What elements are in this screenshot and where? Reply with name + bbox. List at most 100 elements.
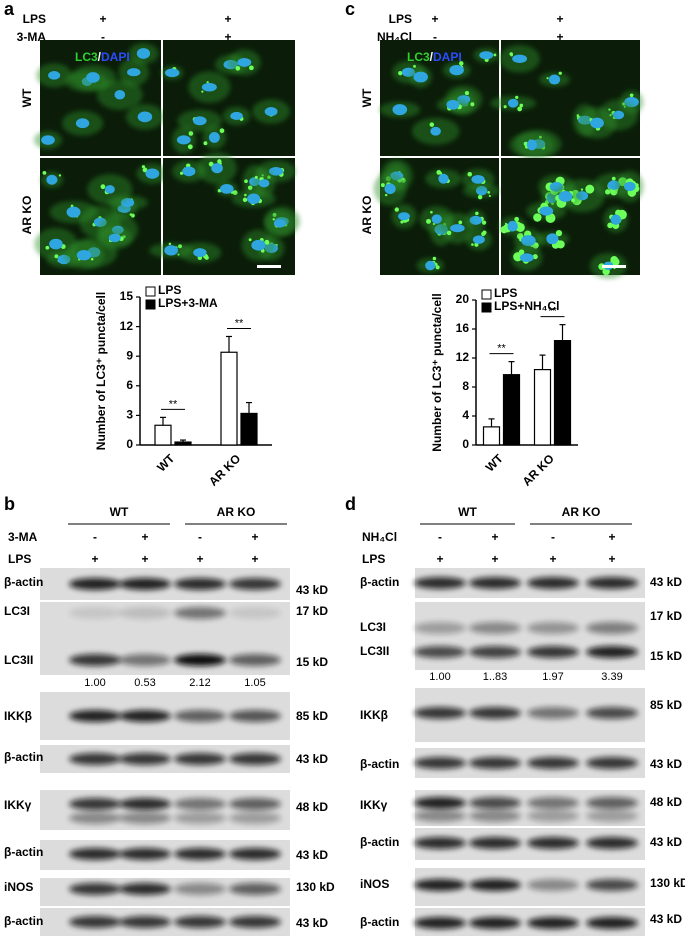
- nucleus: [431, 214, 442, 224]
- error-bar: [180, 439, 186, 443]
- nucleus: [176, 135, 191, 145]
- band: [229, 916, 281, 928]
- size-label: 43 kD: [296, 583, 328, 597]
- punctum: [519, 103, 524, 108]
- band: [414, 837, 466, 849]
- punctum: [432, 223, 435, 226]
- nucleus: [41, 135, 55, 145]
- nucleus: [136, 48, 151, 59]
- punctum: [509, 52, 513, 56]
- punctum: [394, 207, 399, 212]
- punctum: [518, 249, 525, 255]
- scale-bar: [602, 265, 626, 268]
- blot-label: LC3I: [360, 620, 386, 634]
- punctum: [398, 70, 403, 76]
- band: [469, 797, 521, 809]
- nucleus: [546, 233, 559, 245]
- band: [174, 812, 226, 824]
- punctum: [254, 175, 258, 179]
- blot-label: β-actin: [360, 757, 399, 771]
- treatment-label: LPS: [8, 552, 31, 566]
- scale-bar: [257, 265, 281, 268]
- treatment-mark: +: [141, 552, 148, 566]
- significance: **: [235, 317, 244, 329]
- group-label: WT: [110, 505, 129, 519]
- punctum: [533, 213, 542, 222]
- punctum: [558, 71, 562, 75]
- band: [174, 654, 226, 666]
- band: [469, 810, 521, 822]
- stain-part: DAPI: [101, 50, 130, 64]
- blot: [414, 868, 645, 906]
- y-tick-label: 8: [462, 379, 469, 393]
- band: [414, 879, 466, 891]
- nucleus: [469, 215, 483, 225]
- punctum: [580, 188, 584, 191]
- band: [119, 607, 171, 619]
- punctum: [470, 102, 475, 107]
- treatment-label: LPS: [389, 12, 412, 26]
- nucleus: [108, 233, 121, 243]
- size-label: 17 kD: [296, 604, 328, 618]
- band: [469, 837, 521, 849]
- blot-label: β-actin: [4, 914, 43, 928]
- punctum: [429, 122, 435, 127]
- band: [586, 707, 638, 719]
- punctum: [206, 81, 209, 84]
- stain-label: LC3/DAPI: [75, 50, 130, 64]
- nucleus: [137, 111, 153, 123]
- punctum: [272, 218, 275, 221]
- legend-label: LPS: [158, 283, 181, 297]
- treatment-mark: +: [99, 12, 106, 26]
- punctum: [244, 193, 247, 197]
- punctum: [458, 220, 463, 225]
- micrograph: [34, 158, 169, 275]
- punctum: [187, 144, 193, 150]
- punctum: [45, 245, 50, 250]
- nucleus: [220, 183, 234, 194]
- band: [469, 879, 521, 891]
- punctum: [168, 242, 172, 246]
- row-label: AR KO: [20, 196, 34, 235]
- nucleus: [192, 116, 207, 126]
- treatment-label: LPS: [362, 552, 385, 566]
- punctum: [488, 194, 491, 198]
- punctum: [467, 171, 473, 177]
- punctum: [474, 242, 479, 247]
- treatment-mark: -: [438, 530, 442, 544]
- nucleus: [624, 181, 636, 192]
- nucleus: [398, 212, 410, 221]
- treatment-label: NH₄Cl: [362, 530, 397, 544]
- micrograph: [33, 40, 164, 156]
- band: [69, 848, 121, 860]
- band: [229, 848, 281, 860]
- x-tick-label: WT: [154, 451, 178, 475]
- nucleus: [251, 239, 266, 251]
- blot: [414, 908, 645, 936]
- punctum: [400, 220, 404, 224]
- treatment-mark: +: [224, 30, 231, 44]
- y-tick-label: 9: [126, 348, 133, 362]
- blot-label: β-actin: [360, 835, 399, 849]
- nucleus: [193, 248, 207, 258]
- band: [414, 622, 466, 634]
- punctum: [142, 167, 148, 173]
- micrograph: [499, 158, 644, 279]
- punctum: [188, 131, 194, 136]
- punctum: [380, 183, 385, 188]
- y-tick-label: 15: [120, 289, 134, 303]
- punctum: [413, 64, 416, 68]
- treatment-mark: +: [556, 12, 563, 26]
- nucleus: [548, 74, 561, 85]
- x-tick-label: WT: [483, 451, 507, 475]
- legend-swatch: [145, 299, 156, 310]
- blot-label: β-actin: [360, 915, 399, 929]
- treatment-mark: -: [198, 530, 202, 544]
- legend-label: LPS+NH₄Cl: [494, 299, 559, 313]
- bar: [502, 374, 521, 446]
- band: [229, 798, 281, 810]
- nucleus: [145, 168, 160, 179]
- punctum: [435, 265, 440, 270]
- treatment-label: LPS: [23, 12, 46, 26]
- punctum: [482, 230, 487, 235]
